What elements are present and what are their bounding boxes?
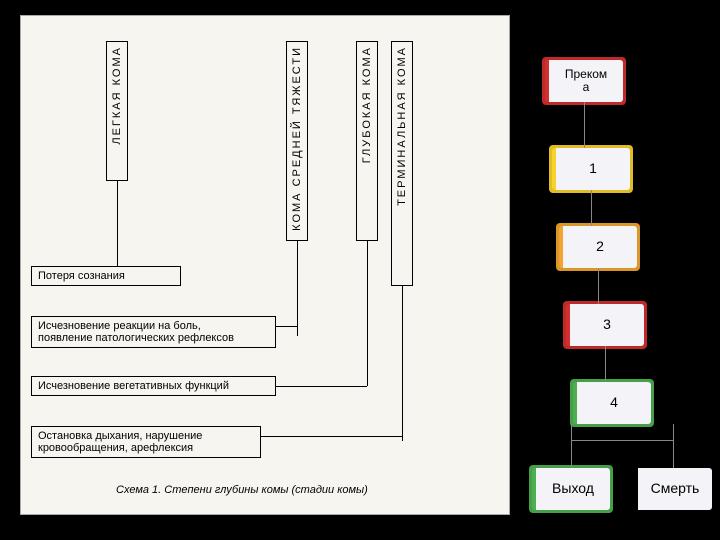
scan-caption: Схема 1. Степени глубины комы (стадии ко… <box>116 484 368 496</box>
hbox-h3: Исчезновение вегетативных функций <box>31 376 276 396</box>
vbox-v1: ЛЕГКАЯ КОМА <box>106 41 128 181</box>
connector-h-h4 <box>261 436 402 437</box>
vbox-v2: КОМА СРЕДНЕЙ ТЯЖЕСТИ <box>286 41 308 241</box>
connector-h-h2 <box>276 326 297 327</box>
flow-box-f3: 3 <box>566 304 644 346</box>
hbox-h2: Исчезновение реакции на боль, появление … <box>31 316 276 348</box>
flow-box-f1: 1 <box>552 148 630 190</box>
connector-v-v4 <box>402 286 403 441</box>
flow-vline-0 <box>584 102 585 148</box>
connector-v-v2 <box>297 241 298 336</box>
connector-v-v1 <box>117 181 118 276</box>
flow-box-f6: Смерть <box>634 468 712 510</box>
flow-box-f4: 4 <box>573 382 651 424</box>
flow-vline-2 <box>598 268 599 304</box>
flow-box-f0: Преком а <box>545 60 623 102</box>
flow-vline-4 <box>571 424 572 468</box>
flow-box-f2: 2 <box>559 226 637 268</box>
vbox-v3: ГЛУБОКАЯ КОМА <box>356 41 378 241</box>
coma-stages-scan-panel: ЛЕГКАЯ КОМА КОМА СРЕДНЕЙ ТЯЖЕСТИ ГЛУБОКАЯ … <box>20 15 510 515</box>
flow-box-f5: Выход <box>532 468 610 510</box>
flow-split-h <box>571 440 673 441</box>
vbox-v4: ТЕРМИНАЛЬНАЯ КОМА <box>391 41 413 286</box>
connector-v-v3 <box>367 241 368 386</box>
flow-vline-1 <box>591 190 592 226</box>
flow-vline-3 <box>605 346 606 382</box>
hbox-h4: Остановка дыхания, нарушение кровообраще… <box>31 426 261 458</box>
hbox-h1: Потеря сознания <box>31 266 181 286</box>
flow-vline-5 <box>673 424 674 468</box>
connector-h-h3 <box>276 386 367 387</box>
